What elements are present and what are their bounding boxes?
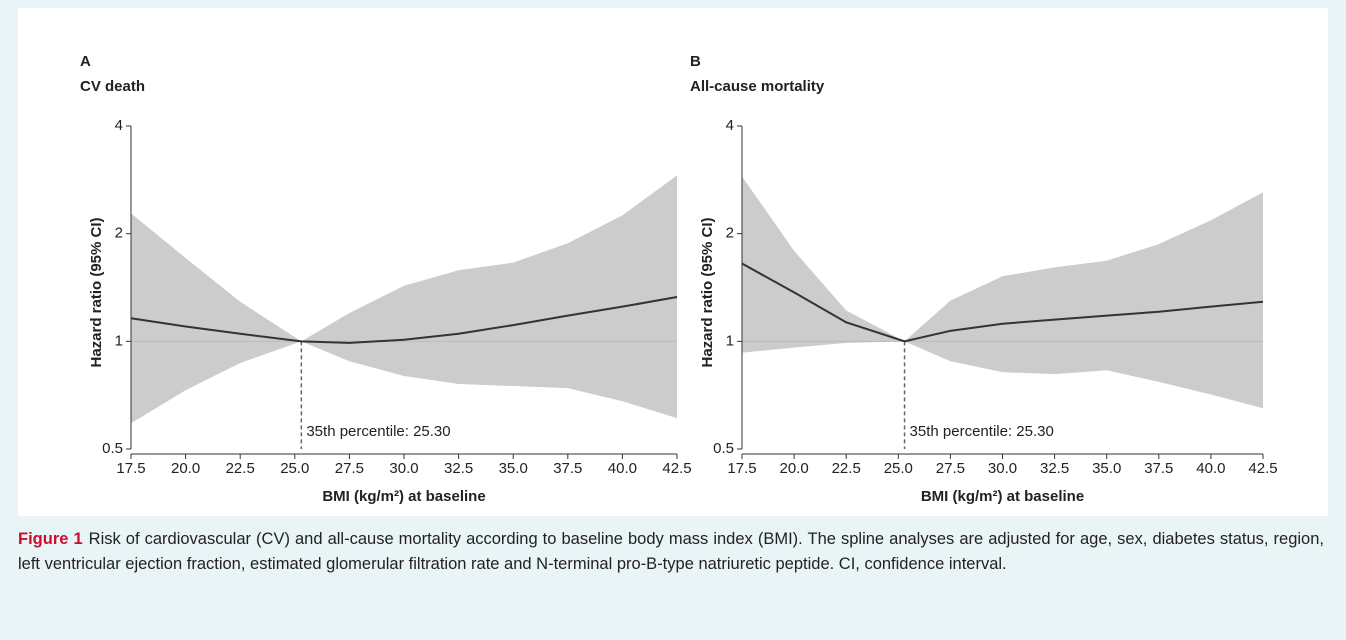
x-tick-label: 40.0: [608, 460, 637, 477]
caption-label: Figure 1: [18, 530, 83, 548]
x-tick-label: 20.0: [779, 460, 808, 477]
x-tick-label: 32.5: [1040, 460, 1069, 477]
x-tick-label: 17.5: [116, 460, 145, 477]
hr-line: [741, 262, 1264, 343]
x-axis-label: BMI (kg/m²) at baseline: [322, 488, 485, 505]
y-tick-label: 2: [115, 225, 123, 242]
panel-label: B: [690, 53, 701, 70]
chart-title: All-cause mortality: [690, 78, 825, 95]
y-tick-label: 2: [726, 225, 734, 242]
caption: Figure 1 Risk of cardiovascular (CV) and …: [18, 527, 1324, 577]
y-tick-label: 4: [115, 117, 123, 134]
x-tick-label: 30.0: [988, 460, 1017, 477]
hr-line: [130, 296, 678, 344]
figure: A CV death 35th percentile: 25.30 0.5 1 2 4 17.…: [18, 8, 1328, 516]
x-tick-label: 22.5: [226, 460, 255, 477]
x-tick-label: 42.5: [662, 460, 691, 477]
x-tick-label: 25.0: [884, 460, 913, 477]
annotation: 35th percentile: 25.30: [306, 423, 450, 440]
x-tick-label: 20.0: [171, 460, 200, 477]
chart-title: CV death: [80, 78, 145, 95]
x-tick-label: 25.0: [280, 460, 309, 477]
y-tick-label: 0.5: [713, 440, 734, 457]
panel-label: A: [80, 53, 91, 70]
x-tick-label: 30.0: [389, 460, 418, 477]
x-tick-label: 17.5: [727, 460, 756, 477]
ci-band: [131, 175, 677, 424]
y-axis-label: Hazard ratio (95% CI): [699, 217, 716, 367]
y-tick-label: 1: [726, 332, 734, 349]
x-tick-label: 42.5: [1248, 460, 1277, 477]
x-tick-label: 37.5: [553, 460, 582, 477]
annotation: 35th percentile: 25.30: [910, 423, 1054, 440]
y-tick-label: 4: [726, 117, 734, 134]
y-tick-label: 1: [115, 332, 123, 349]
caption-text: Risk of cardiovascular (CV) and all-caus…: [18, 530, 1324, 573]
x-tick-label: 40.0: [1196, 460, 1225, 477]
x-tick-label: 35.0: [1092, 460, 1121, 477]
x-tick-label: 37.5: [1144, 460, 1173, 477]
y-tick-label: 0.5: [102, 440, 123, 457]
ci-band: [742, 176, 1263, 409]
x-tick-label: 35.0: [499, 460, 528, 477]
y-axis-label: Hazard ratio (95% CI): [88, 217, 105, 367]
x-tick-label: 22.5: [832, 460, 861, 477]
x-axis-label: BMI (kg/m²) at baseline: [921, 488, 1084, 505]
x-tick-label: 27.5: [936, 460, 965, 477]
x-tick-label: 32.5: [444, 460, 473, 477]
x-tick-label: 27.5: [335, 460, 364, 477]
